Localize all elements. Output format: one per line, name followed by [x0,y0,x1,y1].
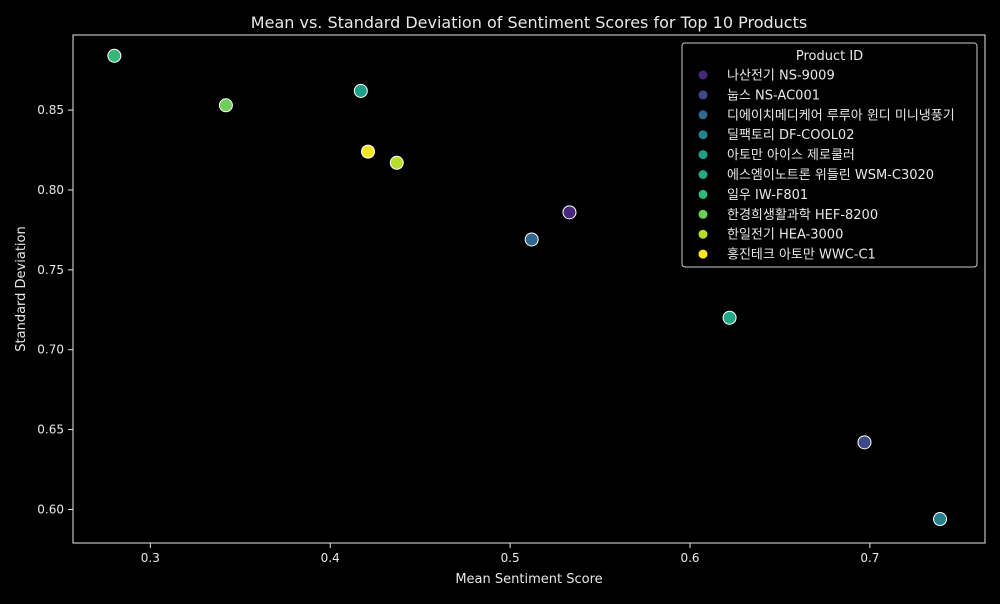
data-point [218,98,233,113]
data-point [353,83,368,98]
x-axis: 0.3 0.4 0.5 0.6 0.7 [141,543,879,565]
legend-box [681,42,978,268]
data-point [361,144,376,159]
legend-label: 아토만 아이스 제로쿨러 [727,148,855,163]
legend-label: 나산전기 NS-9009 [727,69,835,84]
y-tick-label: 0.65 [37,423,64,437]
legend-label: 한경희생활과학 HEF-8200 [727,208,878,223]
data-point [722,310,737,325]
legend-label: 일우 IW-F801 [727,188,808,203]
data-point [857,435,872,450]
x-axis-label: Mean Sentiment Score [455,572,602,587]
data-point [524,232,539,247]
legend-marker [698,209,708,219]
x-tick-label: 0.4 [321,551,340,565]
legend-marker [698,70,708,80]
x-tick-label: 0.6 [680,551,699,565]
legend-marker [698,170,708,179]
legend-marker [698,110,708,120]
data-points [107,48,948,527]
y-tick-label: 0.85 [37,103,64,117]
legend-items: 나산전기 NS-9009 눕스 NS-AC001 디에이치메디케어 루루아 윈디 미… [698,69,955,263]
y-tick-label: 0.75 [37,263,64,277]
legend-label: 에스엠이노트론 위들린 WSM-C3020 [727,168,934,183]
legend-label: 눕스 NS-AC001 [727,88,820,103]
y-tick-label: 0.80 [37,183,64,197]
legend-marker [698,189,708,199]
legend-marker [698,90,708,100]
data-point [933,512,948,527]
y-tick-label: 0.70 [37,343,64,357]
chart-title: Mean vs. Standard Deviation of Sentiment… [251,13,807,32]
y-axis-label: Standard Deviation [14,226,29,351]
y-tick-label: 0.60 [37,502,64,516]
legend-label: 한일전기 HEA-3000 [727,228,843,243]
x-tick-label: 0.3 [141,551,160,565]
legend-label: 홍진테크 아토만 WWC-C1 [727,248,876,263]
y-axis: 0.60 0.65 0.70 0.75 0.80 0.85 [37,103,73,516]
x-tick-label: 0.5 [501,551,520,565]
legend-title: Product ID [796,49,863,64]
legend-marker [698,229,708,239]
data-point [562,205,577,220]
data-point [389,155,404,170]
plot-frame [72,34,986,544]
legend-label: 디에이치메디케어 루루아 윈디 미니냉풍기 [727,108,955,123]
legend-marker [698,150,708,160]
data-point [107,48,122,63]
legend-marker [698,249,708,259]
legend-label: 딜팩토리 DF-COOL02 [727,128,854,143]
x-tick-label: 0.7 [860,551,879,565]
legend: Product ID 나산전기 NS-9009 눕스 NS-AC001 디에이치메디… [681,42,978,268]
legend-marker [698,130,708,140]
